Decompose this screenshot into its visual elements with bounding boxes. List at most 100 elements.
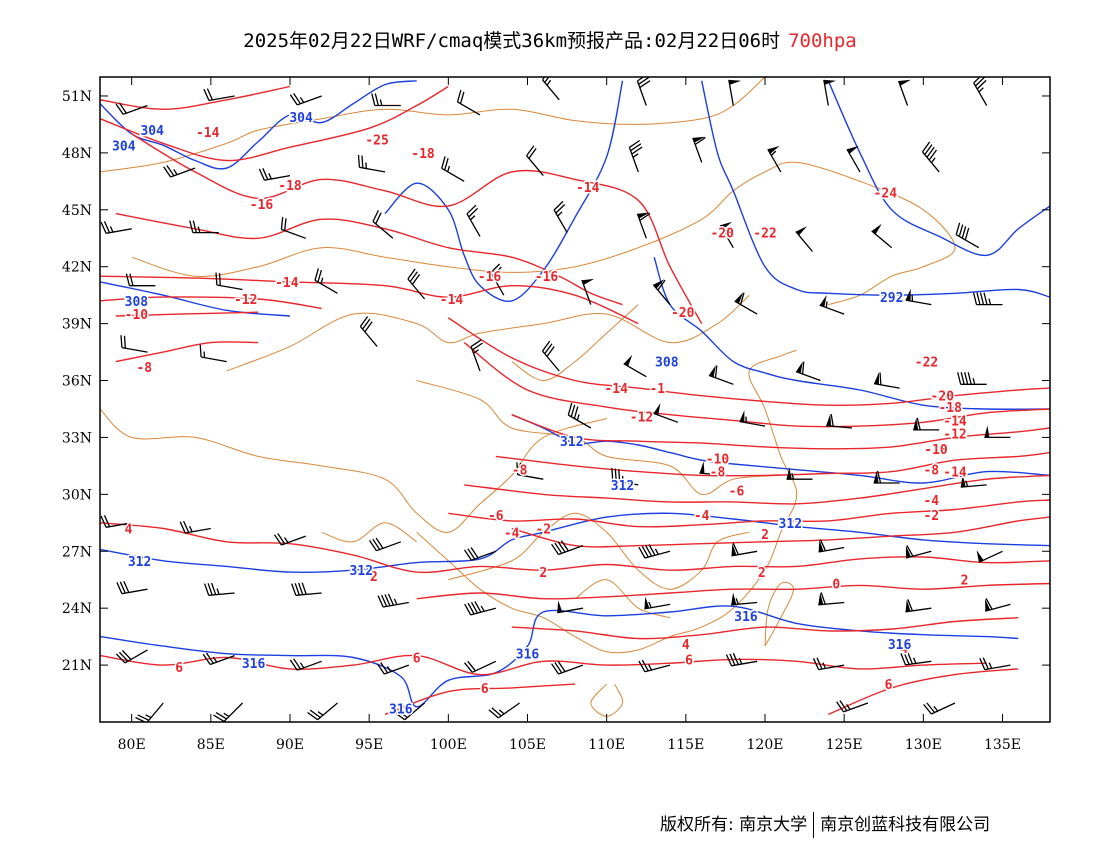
height-label: 304 [140, 124, 164, 139]
wind-barb [905, 599, 932, 613]
temperature-label: -18 [411, 147, 435, 162]
temperature-label: -20 [710, 227, 734, 242]
wind-barb [692, 136, 706, 163]
wind-barb [921, 141, 940, 173]
height-contour [100, 80, 417, 170]
temperature-label: -8 [512, 464, 528, 479]
height-contour [100, 281, 291, 317]
footer-right: 南京创蓝科技有限公司 [820, 815, 991, 835]
wind-barb [653, 403, 679, 423]
height-label: 312 [611, 479, 634, 494]
lat-tick-label: 33N [62, 430, 92, 446]
wind-barb [897, 79, 911, 106]
temperature-label: 2 [370, 570, 378, 585]
wind-barb [516, 462, 544, 480]
temperature-label: -14 [576, 181, 600, 196]
wind-barb [551, 540, 584, 556]
wind-barb [203, 88, 235, 102]
wind-barb [972, 292, 1003, 306]
wind-barb [611, 467, 639, 486]
wind-barb [456, 89, 481, 116]
temperature-label: 0 [832, 578, 840, 593]
wind-barb [376, 662, 410, 675]
temperature-label: -20 [931, 390, 955, 405]
temperature-contour [511, 414, 1050, 450]
wind-barb [463, 547, 497, 561]
lat-tick-label: 45N [62, 203, 92, 219]
wind-barb [644, 596, 671, 610]
height-label: 312 [350, 564, 373, 579]
height-label: 312 [779, 517, 802, 532]
temperature-label: -8 [710, 466, 726, 481]
wind-barb [823, 79, 837, 106]
wind-barb [100, 515, 132, 528]
wind-barb [699, 461, 726, 477]
wind-barb [553, 200, 568, 233]
wind-barb [819, 295, 845, 315]
wind-barb [957, 372, 987, 385]
wind-barb [628, 139, 643, 173]
wind-barb [976, 550, 1003, 563]
temperature-label: 2 [761, 528, 769, 543]
temperature-contour [100, 296, 322, 310]
boundary-line [416, 380, 781, 496]
map-axes: 80E 85E 90E 95E 100E 105E 110E 115E 120E 125E 130E… [62, 77, 1050, 753]
temperature-label: 6 [481, 682, 489, 697]
temperature-label: -12 [943, 428, 966, 443]
temperature-label: -10 [125, 308, 149, 323]
wind-barb [463, 660, 497, 673]
wind-barb [731, 543, 758, 557]
wind-barb [357, 154, 386, 173]
temperature-label: -18 [278, 179, 302, 194]
wind-barb [466, 204, 481, 237]
height-contour [511, 414, 1050, 484]
wind-barb [581, 278, 595, 305]
height-contour [701, 80, 1050, 298]
height-contour [827, 80, 1050, 257]
temperature-label: 6 [685, 653, 693, 668]
lon-tick-label: 80E [118, 737, 146, 753]
temperature-contour [115, 341, 259, 363]
temperature-contour [115, 212, 623, 306]
temperature-label: 4 [900, 642, 908, 657]
wind-barb [314, 268, 338, 294]
temperature-label: -14 [604, 382, 628, 397]
wind-barb [818, 539, 845, 553]
wind-barb [371, 93, 401, 107]
wind-barb [289, 658, 322, 671]
wind-barb [163, 165, 196, 178]
lon-tick-label: 95E [355, 737, 383, 753]
wind-barb [372, 210, 394, 239]
wind-barb [541, 340, 560, 372]
wind-barb [441, 156, 465, 182]
wind-barb [377, 593, 409, 608]
wind-barb [652, 279, 671, 306]
wind-barb [490, 263, 505, 296]
wind-barb [213, 702, 243, 722]
temperature-contour [447, 317, 1050, 406]
lon-tick-label: 85E [197, 737, 225, 753]
temperature-label: 6 [175, 661, 183, 676]
temperature-contours [100, 85, 1050, 716]
wind-barb [638, 659, 671, 673]
wind-barb [905, 288, 932, 306]
temperature-label: 4 [682, 638, 690, 653]
wind-barb [125, 273, 156, 287]
temperature-label: -22 [915, 356, 938, 371]
temperature-contour [464, 474, 1050, 505]
temperature-contour [463, 342, 1050, 428]
wind-barb [488, 702, 520, 719]
wind-barb [836, 700, 869, 713]
wind-barbs [100, 77, 1011, 722]
wind-barb [873, 372, 900, 389]
boundary-line [590, 683, 624, 717]
temperature-label: -14 [943, 414, 967, 429]
wind-barb [826, 413, 853, 429]
lon-tick-label: 110E [588, 737, 625, 753]
wind-barb [407, 268, 426, 300]
wind-barb [960, 474, 987, 488]
temperature-label: -12 [630, 411, 653, 426]
height-contour [653, 256, 1050, 410]
lon-tick-label: 130E [905, 737, 942, 753]
